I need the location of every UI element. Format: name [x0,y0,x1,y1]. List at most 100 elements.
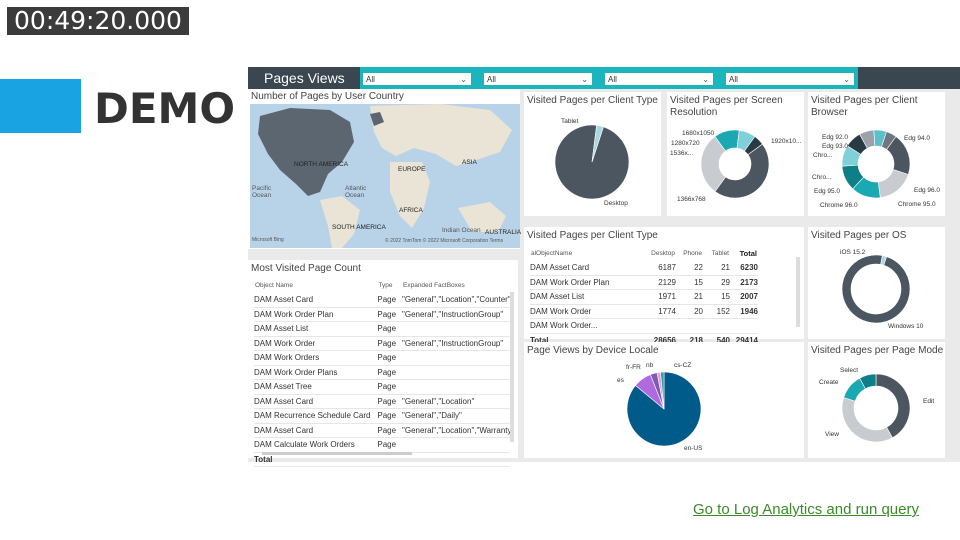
chart-label: Edg 96.0 [914,187,941,194]
world-map[interactable] [250,104,520,248]
slice-edit[interactable] [875,373,911,439]
slice-1680x1050[interactable] [743,136,763,156]
map-label: ASIA [462,159,477,166]
column-header[interactable]: Phone [683,249,702,257]
table-row[interactable]: DAM Asset Card Page "General","Location","… [254,423,510,438]
slice-edg-92-0[interactable] [881,131,897,150]
client-type-pie-title: Visited Pages per Client Type [527,95,658,106]
table-cell: "General","Location","Counter" [402,293,510,308]
table-cell: DAM Work Order Plan [530,275,642,290]
column-header[interactable]: Tablet [711,249,729,257]
chart-label: 1366x768 [677,196,706,203]
column-header[interactable]: Desktop [651,249,675,257]
table-row[interactable]: DAM Recurrence Schedule Card Page "General… [254,408,510,424]
chevron-down-icon: ⌄ [460,75,467,84]
table-row[interactable]: DAM Asset List Page [254,321,510,337]
table-cell: 15 [703,289,730,305]
map-label: SOUTH AMERICA [332,224,386,231]
chart-label: Edg 95.0 [814,188,841,195]
table-row[interactable]: DAM Work Order Plan 2129 15 29 2173 [530,275,758,290]
slice-select[interactable] [859,373,877,390]
slice-edg-96-0[interactable] [877,169,909,199]
page-mode-panel: Visited Pages per Page Mode Select Creat… [808,342,945,458]
table-row[interactable]: DAM Work Orders Page [254,350,510,366]
column-header[interactable]: Type [378,281,393,289]
table-row[interactable]: DAM Calculate Work Orders Page [254,437,510,453]
table-cell: 15 [676,275,703,290]
chart-label: View [825,431,839,438]
column-header[interactable]: Expanded FactBoxes [403,281,465,289]
os-title: Visited Pages per OS [811,230,907,241]
table-row[interactable]: DAM Work Order Plan Page "General","Instru… [254,307,510,322]
table-row[interactable]: DAM Work Order Page "General","Instruction… [254,336,510,351]
column-header[interactable]: Object Name [255,281,293,289]
chart-label: 1920x10... [771,138,802,145]
slice-windows-10[interactable] [841,254,911,324]
most-visited-panel: Most Visited Page Count Object Name Type… [248,260,518,467]
table-cell: 6187 [642,261,676,276]
chart-label: Create [819,379,839,386]
chart-label: Chro... [812,174,832,181]
table-cell [402,365,510,380]
table-cell: "General","Daily" [402,408,510,424]
chart-label: 1280x720 [671,140,700,147]
client-type-table-title: Visited Pages per Client Type [527,230,658,241]
table-cell: 20 [676,304,703,319]
table-row[interactable]: DAM Asset Tree Page [254,379,510,395]
table-cell: DAM Work Order Plans [254,365,378,380]
table-cell [402,321,510,337]
horizontal-scrollbar[interactable] [262,452,412,455]
vertical-scrollbar[interactable] [510,292,514,442]
chart-label: fr-FR [626,364,641,371]
vertical-scrollbar[interactable] [796,257,800,327]
chart-label: es [617,377,624,384]
map-label: AUSTRALIA [485,229,522,236]
filter-dropdown-2[interactable]: All ⌄ [483,72,593,86]
table-cell: Page [377,379,402,395]
table-cell: Page [377,423,402,438]
client-browser-panel: Visited Pages per Client Browser Edg 92.… [808,92,945,216]
slice-view[interactable] [841,397,893,443]
map-label: Indian Ocean [442,227,481,234]
column-header[interactable]: alObjectName [531,249,573,257]
log-analytics-link[interactable]: Go to Log Analytics and run query [693,501,919,518]
filter-dropdown-1[interactable]: All ⌄ [362,72,472,86]
column-header[interactable]: Total [739,248,757,258]
chevron-down-icon: ⌄ [702,75,709,84]
device-locale-panel: Page Views by Device Locale fr-FR nb cs-… [524,342,804,458]
table-cell: "General","Location","Warranty [402,423,510,438]
table-row[interactable]: DAM Asset Card 6187 22 21 6230 [530,261,758,276]
screen-resolution-title: Visited Pages per Screen Resolution [670,95,783,118]
client-type-pie-chart[interactable] [524,92,661,216]
chevron-down-icon: ⌄ [843,75,850,84]
table-row[interactable]: DAM Asset Card Page "General","Location" [254,394,510,409]
page-mode-chart[interactable] [808,342,945,458]
table-cell [730,318,758,334]
chart-label: Chrome 95.0 [898,201,936,208]
client-browser-chart[interactable] [808,92,945,216]
table-cell: Page [377,336,402,351]
table-cell: DAM Work Order [254,336,378,351]
device-locale-chart[interactable] [524,342,804,458]
table-row[interactable]: DAM Asset Card Page "General","Location","… [254,293,510,308]
slice-1920x10-[interactable] [714,143,770,199]
slice-cs-cz[interactable] [660,371,665,410]
table-cell: "General","InstructionGroup" [402,336,510,351]
table-row[interactable]: DAM Work Order... [530,318,758,334]
table-cell: DAM Work Order Plan [254,307,378,322]
screen-resolution-chart[interactable] [667,92,804,216]
table-row[interactable]: DAM Work Order Plans Page [254,365,510,380]
table-cell: DAM Asset List [530,289,642,305]
filter-dropdown-3[interactable]: All ⌄ [604,72,714,86]
table-cell: "General","Location" [402,394,510,409]
filter-value: All [729,75,738,84]
slice-ios-15-2[interactable] [880,255,887,266]
filter-dropdown-4[interactable]: All ⌄ [725,72,855,86]
map-label: EUROPE [398,166,426,173]
slice-tablet[interactable] [591,124,604,163]
table-row[interactable]: DAM Asset List 1971 21 15 2007 [530,289,758,305]
table-cell [676,318,703,334]
table-row[interactable]: DAM Work Order 1774 20 152 1946 [530,304,758,319]
map-label: Pacific Ocean [252,185,272,199]
os-chart[interactable] [808,227,945,339]
